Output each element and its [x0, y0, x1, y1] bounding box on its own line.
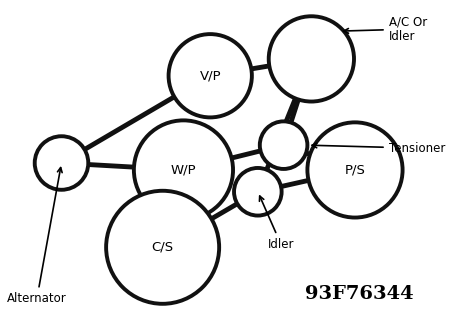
Text: A/C Or
Idler: A/C Or Idler — [344, 15, 427, 43]
Text: C/S: C/S — [152, 241, 173, 254]
Circle shape — [260, 121, 308, 169]
Text: Tensioner: Tensioner — [312, 142, 445, 154]
Circle shape — [134, 120, 233, 219]
Circle shape — [308, 122, 402, 217]
Circle shape — [35, 136, 88, 190]
Text: Alternator: Alternator — [7, 168, 67, 305]
Text: Idler: Idler — [259, 196, 294, 251]
Circle shape — [106, 191, 219, 304]
Text: P/S: P/S — [345, 163, 365, 176]
Circle shape — [269, 16, 354, 102]
Text: W/P: W/P — [171, 163, 196, 176]
Text: 93F76344: 93F76344 — [305, 285, 413, 303]
Circle shape — [234, 168, 282, 215]
Circle shape — [169, 34, 252, 117]
Text: V/P: V/P — [200, 69, 221, 82]
